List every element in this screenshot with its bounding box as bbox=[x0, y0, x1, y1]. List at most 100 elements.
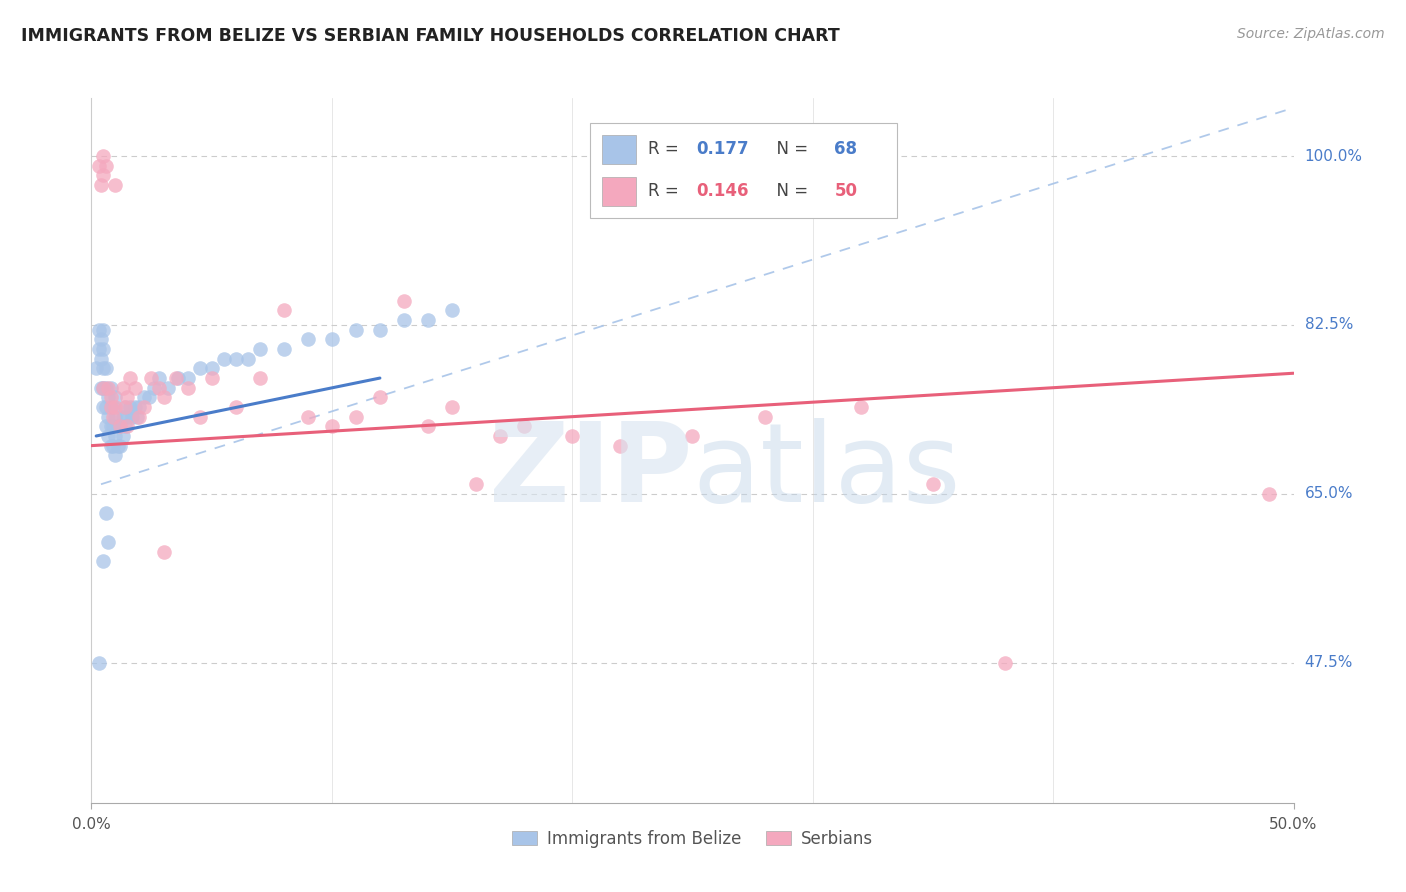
Point bbox=[97, 390, 120, 404]
Point bbox=[100, 381, 122, 395]
Point bbox=[117, 390, 139, 404]
Point bbox=[125, 409, 148, 424]
Point bbox=[142, 381, 165, 395]
Point bbox=[121, 409, 143, 424]
Point bbox=[100, 439, 122, 453]
Point bbox=[90, 333, 112, 347]
Point bbox=[141, 371, 163, 385]
Point bbox=[93, 323, 115, 337]
Point bbox=[93, 361, 115, 376]
Point bbox=[922, 477, 945, 491]
Point bbox=[165, 371, 187, 385]
Point bbox=[94, 381, 117, 395]
Point bbox=[249, 342, 271, 356]
Point bbox=[90, 178, 112, 192]
Point bbox=[201, 361, 224, 376]
Point bbox=[104, 448, 127, 462]
Point bbox=[93, 381, 115, 395]
Point bbox=[128, 400, 150, 414]
Text: R =: R = bbox=[648, 140, 683, 159]
Point bbox=[94, 400, 117, 414]
Point bbox=[157, 381, 180, 395]
Point bbox=[110, 439, 132, 453]
Text: ZIP: ZIP bbox=[489, 418, 692, 525]
Point bbox=[124, 400, 146, 414]
Point bbox=[440, 400, 463, 414]
Point bbox=[176, 371, 198, 385]
Point bbox=[321, 333, 343, 347]
Point bbox=[93, 400, 115, 414]
Point bbox=[167, 371, 190, 385]
Point bbox=[134, 390, 156, 404]
Point bbox=[134, 400, 156, 414]
Point bbox=[110, 419, 132, 434]
Point bbox=[100, 400, 122, 414]
Point bbox=[392, 313, 415, 327]
Point bbox=[225, 351, 247, 366]
Text: 0.177: 0.177 bbox=[696, 140, 748, 159]
Text: 0.146: 0.146 bbox=[696, 182, 748, 201]
Point bbox=[94, 361, 117, 376]
Point bbox=[90, 351, 112, 366]
Point bbox=[101, 439, 124, 453]
Text: N =: N = bbox=[766, 140, 813, 159]
Bar bbox=[602, 136, 636, 164]
Point bbox=[94, 419, 117, 434]
Point bbox=[118, 371, 141, 385]
Point bbox=[1258, 487, 1281, 501]
Point bbox=[297, 333, 319, 347]
Point bbox=[111, 429, 134, 443]
Point bbox=[87, 342, 110, 356]
Point bbox=[104, 429, 127, 443]
Point bbox=[128, 409, 150, 424]
Bar bbox=[602, 177, 636, 205]
Point bbox=[249, 371, 271, 385]
Point bbox=[93, 169, 115, 183]
Point bbox=[101, 419, 124, 434]
Point bbox=[107, 439, 129, 453]
Point bbox=[97, 409, 120, 424]
Point bbox=[513, 419, 536, 434]
Point bbox=[110, 419, 132, 434]
Point bbox=[201, 371, 224, 385]
Point bbox=[104, 390, 127, 404]
Text: atlas: atlas bbox=[692, 418, 960, 525]
Point bbox=[440, 303, 463, 318]
Point bbox=[101, 400, 124, 414]
Point bbox=[93, 149, 115, 163]
Point bbox=[104, 178, 127, 192]
Point bbox=[114, 419, 136, 434]
Point bbox=[114, 400, 136, 414]
Point bbox=[104, 400, 127, 414]
Point bbox=[152, 545, 174, 559]
Point bbox=[111, 381, 134, 395]
Text: 82.5%: 82.5% bbox=[1305, 318, 1353, 333]
Point bbox=[114, 400, 136, 414]
Point bbox=[87, 159, 110, 173]
Point bbox=[368, 390, 391, 404]
FancyBboxPatch shape bbox=[591, 123, 897, 218]
Point bbox=[97, 535, 120, 549]
Point bbox=[176, 381, 198, 395]
Point bbox=[97, 429, 120, 443]
Text: R =: R = bbox=[648, 182, 683, 201]
Point bbox=[94, 159, 117, 173]
Point bbox=[849, 400, 872, 414]
Point bbox=[368, 323, 391, 337]
Point bbox=[117, 409, 139, 424]
Point bbox=[87, 656, 110, 670]
Point bbox=[101, 409, 124, 424]
Point bbox=[117, 419, 139, 434]
Point bbox=[148, 381, 170, 395]
Point bbox=[84, 361, 107, 376]
Point bbox=[188, 361, 211, 376]
Legend: Immigrants from Belize, Serbians: Immigrants from Belize, Serbians bbox=[505, 823, 880, 855]
Point bbox=[188, 409, 211, 424]
Point bbox=[93, 554, 115, 568]
Point bbox=[321, 419, 343, 434]
Point bbox=[93, 342, 115, 356]
Point bbox=[754, 409, 776, 424]
Point bbox=[994, 656, 1017, 670]
Text: 50: 50 bbox=[834, 182, 858, 201]
Point bbox=[107, 419, 129, 434]
